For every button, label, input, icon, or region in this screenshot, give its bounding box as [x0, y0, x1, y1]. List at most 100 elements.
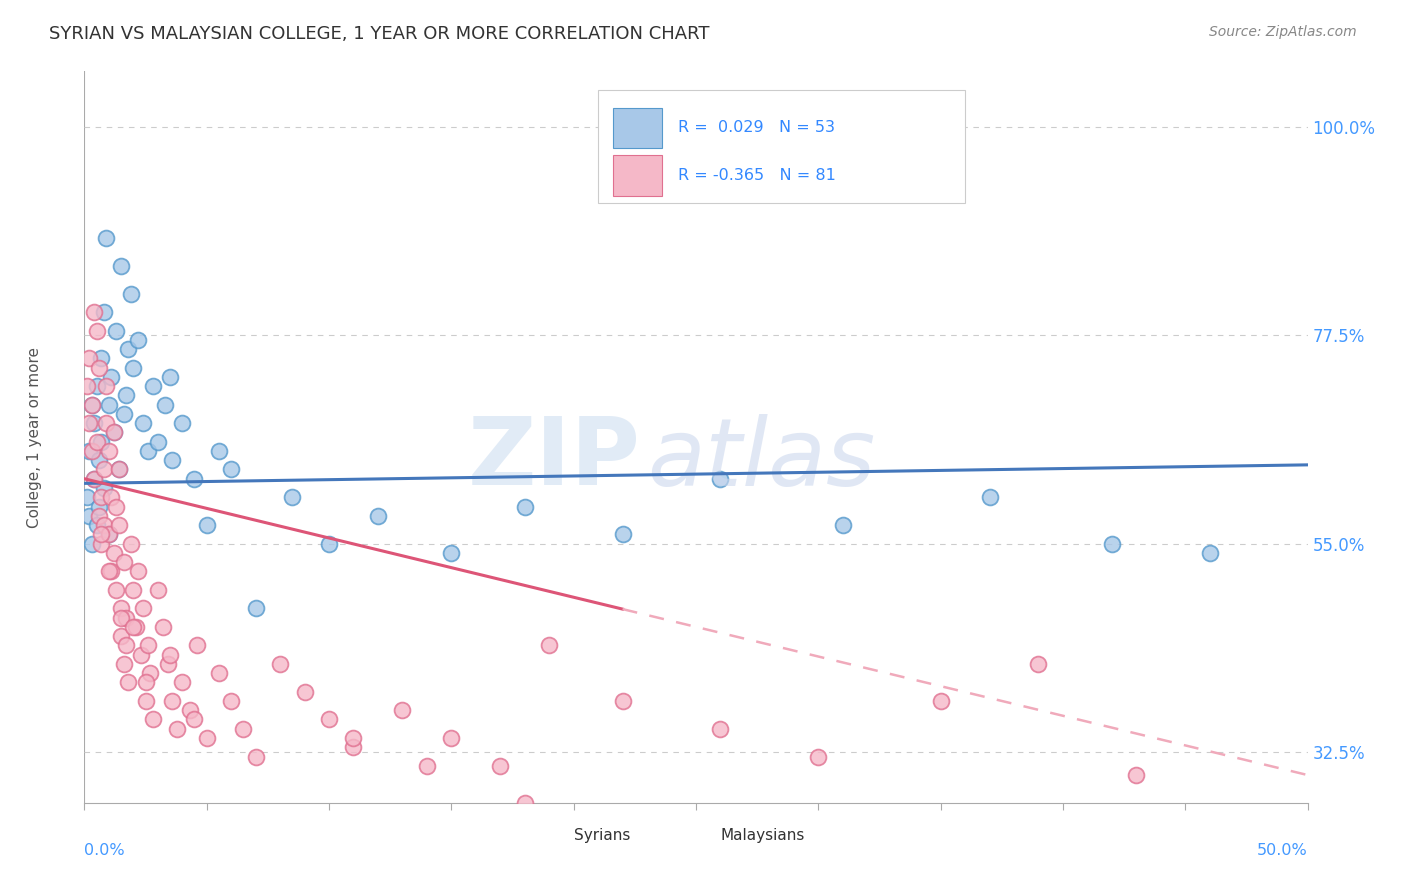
- Point: [87, 360, 110, 375]
- Point: [105, 500, 128, 514]
- Text: atlas: atlas: [647, 414, 876, 505]
- Point: [110, 259, 132, 273]
- Text: ZIP: ZIP: [468, 413, 641, 505]
- Point: [117, 342, 139, 356]
- Point: [342, 731, 364, 745]
- Point: [86, 379, 108, 393]
- Point: [146, 434, 169, 449]
- Point: [80, 536, 103, 550]
- Point: [172, 675, 194, 690]
- Point: [105, 324, 128, 338]
- Point: [103, 425, 125, 440]
- Point: [76, 379, 98, 393]
- Point: [709, 722, 731, 736]
- Point: [979, 490, 1001, 504]
- Point: [208, 444, 231, 458]
- Point: [122, 582, 145, 597]
- Text: 0.0%: 0.0%: [84, 843, 125, 858]
- Point: [367, 508, 389, 523]
- Point: [115, 639, 138, 653]
- Point: [100, 370, 122, 384]
- Point: [183, 713, 205, 727]
- Point: [96, 379, 118, 393]
- Point: [83, 472, 105, 486]
- Point: [86, 324, 108, 338]
- Point: [80, 398, 103, 412]
- Point: [1028, 657, 1050, 671]
- Point: [110, 610, 132, 624]
- Text: Source: ZipAtlas.com: Source: ZipAtlas.com: [1209, 25, 1357, 39]
- Point: [103, 425, 125, 440]
- Point: [122, 620, 145, 634]
- FancyBboxPatch shape: [686, 821, 713, 848]
- Point: [159, 370, 181, 384]
- Point: [90, 351, 112, 366]
- Point: [112, 407, 135, 421]
- Point: [80, 444, 103, 458]
- FancyBboxPatch shape: [613, 155, 662, 195]
- FancyBboxPatch shape: [598, 90, 965, 203]
- Point: [90, 434, 112, 449]
- Text: Malaysians: Malaysians: [720, 828, 804, 843]
- Point: [219, 694, 242, 708]
- Point: [245, 601, 267, 615]
- Point: [342, 740, 364, 755]
- Point: [77, 444, 100, 458]
- Point: [179, 703, 201, 717]
- Point: [93, 462, 115, 476]
- Point: [93, 305, 115, 319]
- Point: [110, 601, 132, 615]
- Point: [115, 610, 138, 624]
- Point: [489, 758, 512, 772]
- Point: [112, 555, 135, 569]
- Point: [208, 666, 231, 681]
- Point: [86, 434, 108, 449]
- Point: [159, 648, 181, 662]
- Point: [105, 582, 128, 597]
- Point: [127, 565, 149, 579]
- Point: [831, 518, 853, 533]
- Point: [87, 500, 110, 514]
- Point: [929, 694, 952, 708]
- Point: [269, 657, 291, 671]
- Point: [127, 333, 149, 347]
- Point: [1101, 536, 1123, 550]
- Point: [97, 565, 120, 579]
- Point: [77, 351, 100, 366]
- Point: [83, 472, 105, 486]
- Point: [156, 657, 179, 671]
- Point: [83, 416, 105, 430]
- Point: [1198, 546, 1220, 560]
- Point: [107, 518, 129, 533]
- Text: SYRIAN VS MALAYSIAN COLLEGE, 1 YEAR OR MORE CORRELATION CHART: SYRIAN VS MALAYSIAN COLLEGE, 1 YEAR OR M…: [49, 25, 710, 43]
- Point: [709, 472, 731, 486]
- Point: [122, 360, 145, 375]
- Point: [90, 536, 112, 550]
- Point: [132, 601, 155, 615]
- Point: [136, 444, 159, 458]
- Text: R =  0.029   N = 53: R = 0.029 N = 53: [678, 120, 835, 136]
- Point: [146, 582, 169, 597]
- Point: [87, 453, 110, 467]
- Point: [112, 657, 135, 671]
- Point: [440, 546, 463, 560]
- Point: [136, 639, 159, 653]
- Text: Syrians: Syrians: [574, 828, 630, 843]
- Point: [807, 749, 830, 764]
- Point: [245, 749, 267, 764]
- Point: [90, 527, 112, 541]
- Point: [110, 629, 132, 643]
- Text: 50.0%: 50.0%: [1257, 843, 1308, 858]
- FancyBboxPatch shape: [613, 108, 662, 148]
- Point: [139, 666, 162, 681]
- Point: [107, 462, 129, 476]
- Point: [80, 398, 103, 412]
- Point: [125, 620, 148, 634]
- Point: [97, 444, 120, 458]
- Point: [120, 536, 142, 550]
- Point: [142, 379, 165, 393]
- Point: [416, 758, 439, 772]
- Point: [107, 462, 129, 476]
- Point: [96, 231, 118, 245]
- Point: [612, 527, 634, 541]
